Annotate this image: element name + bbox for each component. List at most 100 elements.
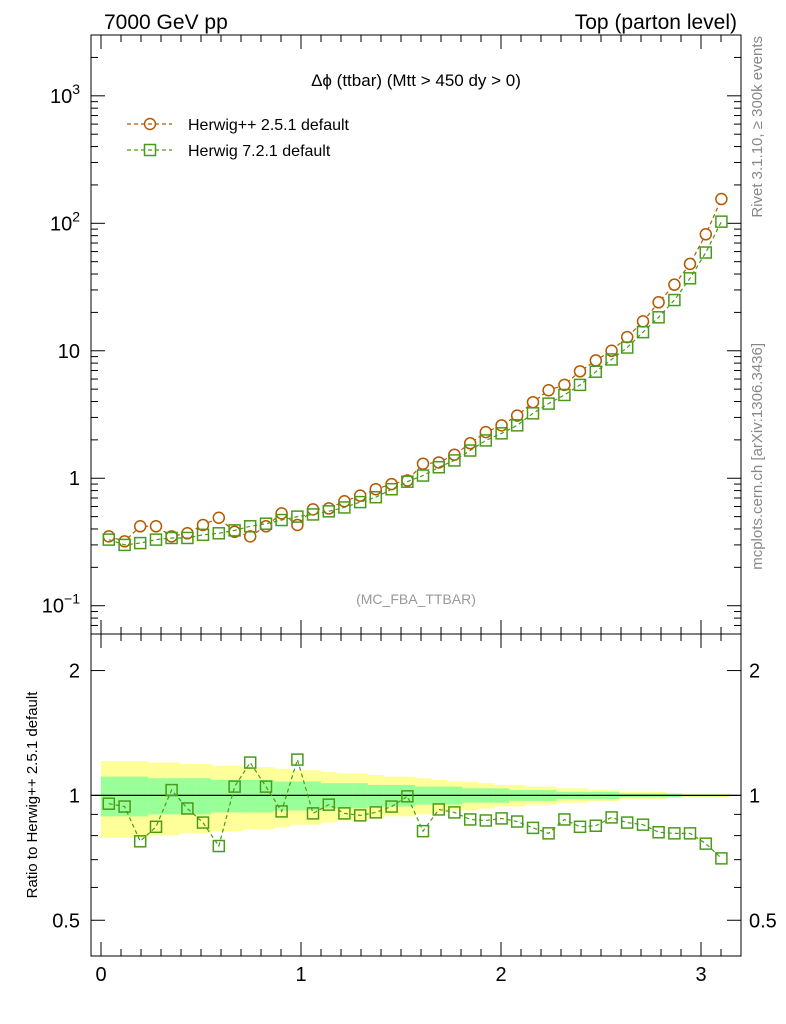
ratio-point-square [715,852,728,865]
band-inner-bin [148,778,165,815]
data-point-square [448,454,461,467]
data-point-circle [620,330,634,344]
legend-label-herwig-new: Herwig 7.2.1 default [188,143,331,160]
data-point-square [212,527,226,540]
data-point-square [589,365,603,378]
data-point-circle [636,315,650,328]
data-point-circle [463,437,477,450]
band-inner-bin [132,776,149,817]
ratio-y-axis-label: Ratio to Herwig++ 2.5.1 default [24,691,41,899]
data-point-circle [699,228,713,241]
ratio-point-square [369,806,383,819]
data-point-circle [291,518,304,532]
data-point-square [385,482,398,496]
data-point-square [479,434,493,447]
ratio-point-square [448,806,461,819]
legend-label-herwig-old: Herwig++ 2.5.1 default [188,117,350,134]
ratio-point-square [291,753,304,766]
data-point-circle [479,425,493,439]
data-point-square [416,469,430,482]
data-point-square [699,246,713,259]
data-point-circle [715,192,728,206]
data-point-square [369,490,383,504]
band-inner-bin [100,776,118,817]
legend-marker-square [143,143,157,157]
ratio-point-square [668,827,681,840]
chart-title: Δϕ (ttbar) (Mtt > 450 dy > 0) [311,71,521,90]
data-point-square [636,325,650,339]
data-point-circle [416,457,430,470]
band-inner-bin [116,776,133,817]
ratio-point-square [652,826,665,839]
ratio-point-square [149,820,163,834]
data-point-square [118,538,131,552]
ratio-point-square [432,803,446,816]
data-point-square [291,510,304,523]
series-line [108,221,722,546]
ratio-point-square [542,827,555,840]
y-tick-label: 10 [58,341,80,363]
ratio-point-square [526,821,540,835]
data-point-circle [149,520,163,533]
x-tick-label: 0 [95,964,106,986]
ratio-point-square [495,812,508,825]
data-point-square [275,513,288,527]
data-point-square [243,520,257,533]
ratio-point-square [416,824,430,838]
data-point-square [432,460,446,474]
data-point-square [558,388,571,402]
ratio-y-tick-label-left: 0.5 [52,910,80,932]
band-inner-bin [210,779,228,813]
ratio-point-square [573,820,587,834]
ratio-point-square [228,780,241,793]
ratio-point-square [683,827,697,840]
data-point-square [495,427,508,440]
ratio-point-square [385,800,398,813]
ratio-ticks [91,634,742,956]
data-point-square [605,353,618,366]
data-point-square [102,533,116,546]
ratio-point-square [479,814,493,827]
data-point-square [165,531,178,545]
data-point-square [652,311,665,324]
ratio-series-line [108,757,722,859]
main-series-layer [102,192,728,552]
main-ticks [91,34,742,635]
data-point-square [510,419,524,432]
data-point-circle [243,530,257,543]
data-point-circle [683,257,697,271]
ratio-y-tick-label-left: 2 [69,661,80,683]
data-point-square [573,378,587,392]
ratio-y-tick-label-right: 1 [749,785,760,807]
y-tick-label: 102 [50,208,80,235]
data-point-square [668,293,681,307]
ratio-uncertainty-bands [100,761,730,838]
ratio-y-tick-label-right: 0.5 [749,910,777,932]
ratio-point-square [165,783,178,797]
ratio-series-layer [102,753,728,865]
ratio-y-tick-labels: 0.5 0.5 1 1 2 2 [52,661,777,933]
data-point-square [259,517,273,530]
data-point-circle [668,278,681,291]
ratio-point-square [322,798,336,811]
ratio-point-square [102,797,116,810]
analysis-watermark: (MC_FBA_TTBAR) [356,591,476,607]
data-point-circle [526,395,540,409]
band-inner-bin [226,779,243,813]
ratio-point-square [259,780,273,793]
band-inner-bin [258,779,275,813]
ratio-y-tick-label-left: 1 [69,785,80,807]
y-tick-label: 10−1 [42,591,80,618]
y-tick-label: 103 [50,81,80,108]
rivet-version-label: Rivet 3.1.10, ≥ 300k events [749,36,766,218]
band-inner-bin [179,778,196,815]
data-point-circle [573,365,587,378]
data-point-square [463,444,477,457]
ratio-point-square [558,813,571,826]
data-point-circle [495,419,508,432]
mcplots-label: mcplots.cern.ch [arXiv:1306.3436] [749,343,766,570]
main-panel: 10−1 1 10 102 103 Δϕ (ttbar) (Mtt > 450 … [42,34,742,635]
y-tick-label: 1 [69,468,80,490]
x-tick-label: 1 [295,964,306,986]
